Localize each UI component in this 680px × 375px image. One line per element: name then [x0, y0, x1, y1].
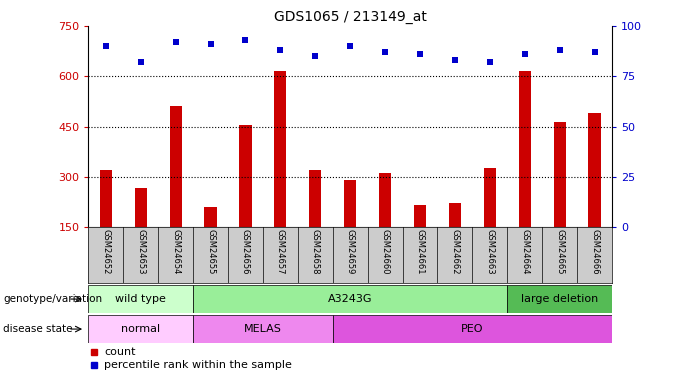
Text: GSM24660: GSM24660: [381, 228, 390, 274]
Bar: [507, 285, 612, 313]
Bar: [193, 285, 507, 313]
Point: [379, 50, 390, 55]
Bar: [588, 113, 600, 227]
Text: A3243G: A3243G: [328, 294, 373, 304]
Point: [554, 47, 565, 53]
Text: GSM24659: GSM24659: [345, 228, 355, 274]
Bar: [193, 315, 333, 343]
Text: GSM24656: GSM24656: [241, 228, 250, 274]
Point: [415, 51, 426, 57]
Point: [240, 37, 251, 43]
Point: [520, 51, 530, 57]
Bar: [274, 71, 286, 227]
Point: [345, 44, 356, 50]
Point: [205, 41, 216, 47]
Text: GSM24652: GSM24652: [101, 228, 110, 274]
Text: GSM24662: GSM24662: [450, 228, 460, 274]
Bar: [449, 204, 461, 227]
Text: GSM24665: GSM24665: [555, 228, 564, 274]
Text: wild type: wild type: [116, 294, 166, 304]
Point: [449, 57, 460, 63]
Text: count: count: [104, 347, 135, 357]
Bar: [414, 205, 426, 227]
Point: [135, 59, 146, 65]
Point: [310, 53, 321, 59]
Point: [484, 59, 495, 65]
Bar: [88, 315, 193, 343]
Bar: [379, 173, 391, 227]
Point: [589, 50, 600, 55]
Bar: [169, 106, 182, 227]
Text: GSM24666: GSM24666: [590, 228, 599, 274]
Text: normal: normal: [121, 324, 160, 334]
Text: genotype/variation: genotype/variation: [3, 294, 103, 304]
Text: PEO: PEO: [461, 324, 483, 334]
Text: disease state: disease state: [3, 324, 73, 334]
Point: [170, 39, 181, 45]
Bar: [309, 170, 322, 227]
Text: GSM24658: GSM24658: [311, 228, 320, 274]
Bar: [519, 71, 531, 227]
Text: GSM24661: GSM24661: [415, 228, 424, 274]
Bar: [333, 315, 612, 343]
Text: percentile rank within the sample: percentile rank within the sample: [104, 360, 292, 370]
Title: GDS1065 / 213149_at: GDS1065 / 213149_at: [274, 10, 426, 24]
Bar: [483, 168, 496, 227]
Bar: [239, 125, 252, 227]
Bar: [554, 122, 566, 227]
Text: GSM24653: GSM24653: [136, 228, 146, 274]
Bar: [135, 188, 147, 227]
Bar: [100, 170, 112, 227]
Text: GSM24654: GSM24654: [171, 228, 180, 274]
Text: large deletion: large deletion: [521, 294, 598, 304]
Bar: [344, 180, 356, 227]
Bar: [205, 207, 217, 227]
Point: [275, 47, 286, 53]
Text: GSM24655: GSM24655: [206, 228, 215, 274]
Bar: [88, 285, 193, 313]
Text: GSM24657: GSM24657: [276, 228, 285, 274]
Text: MELAS: MELAS: [244, 324, 282, 334]
Point: [101, 44, 112, 50]
Text: GSM24664: GSM24664: [520, 228, 529, 274]
Text: GSM24663: GSM24663: [486, 228, 494, 274]
